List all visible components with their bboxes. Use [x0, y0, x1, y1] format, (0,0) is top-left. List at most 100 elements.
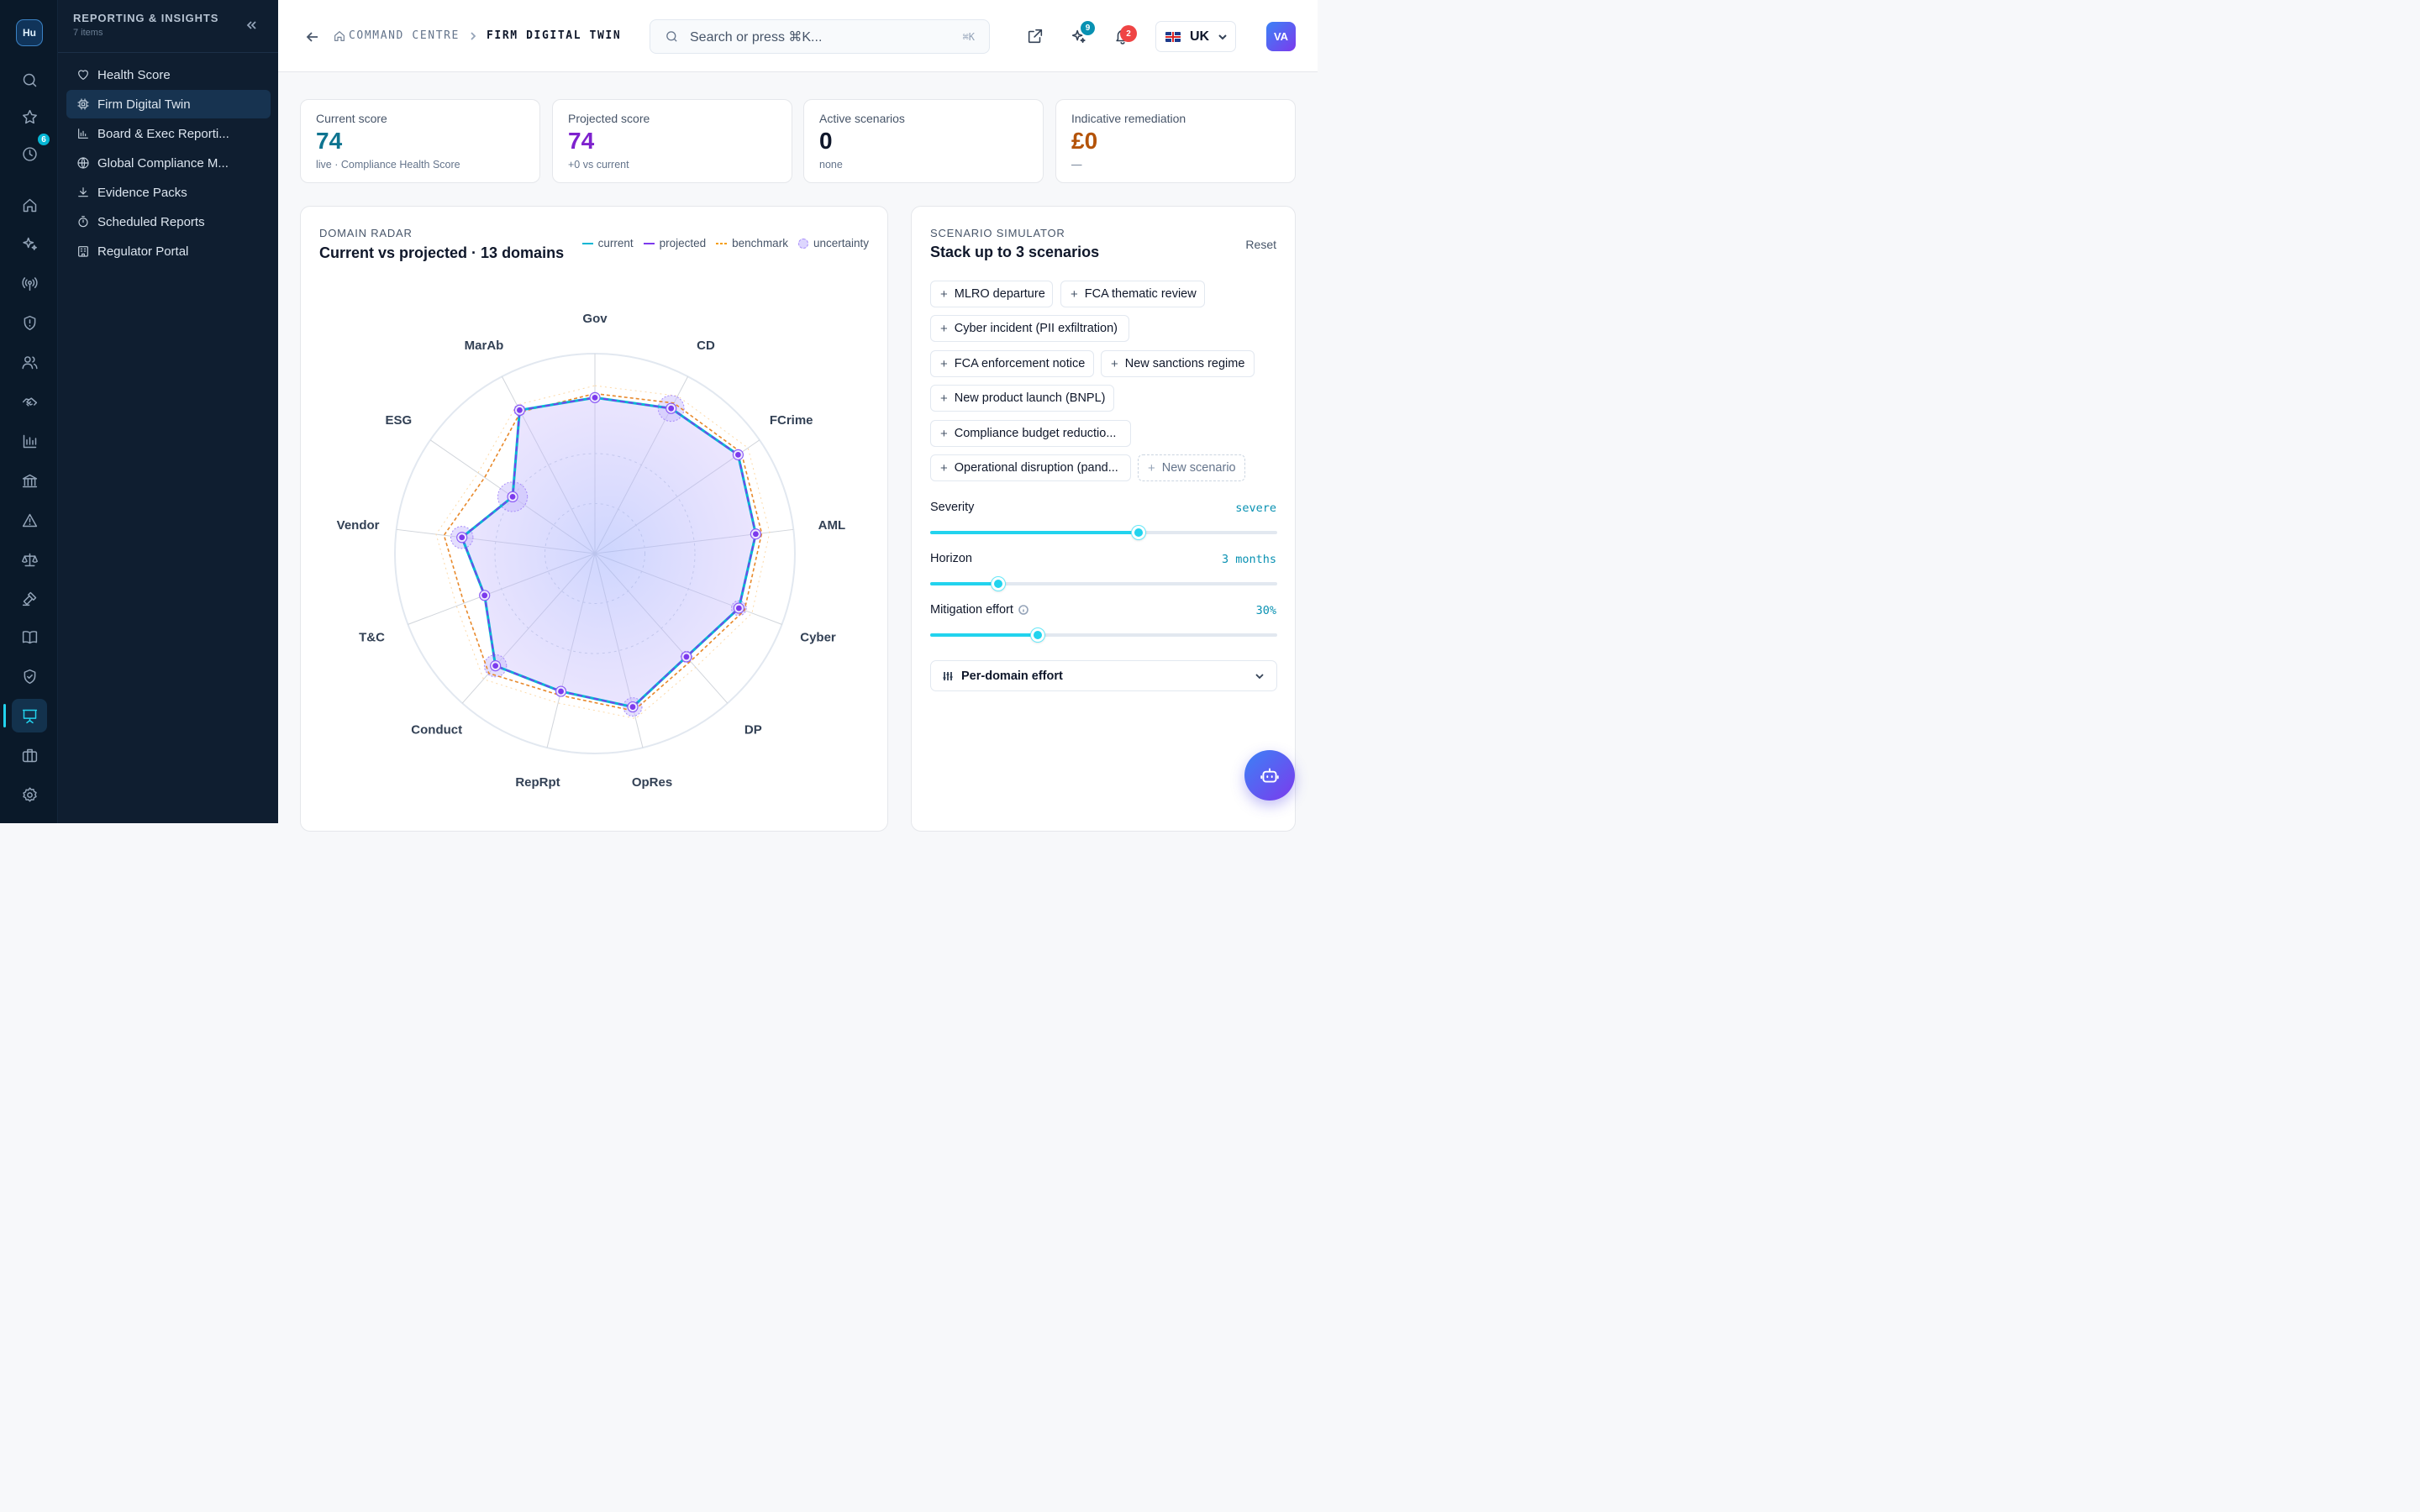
- clock-icon[interactable]: [15, 139, 44, 168]
- kpi-projected-score: Projected score 74 +0 vs current: [552, 99, 792, 183]
- sidebar-item-firm-digital-twin[interactable]: Firm Digital Twin: [66, 90, 271, 118]
- app-logo[interactable]: Hu: [16, 19, 43, 46]
- sidebar-header: REPORTING & INSIGHTS 7 items: [58, 0, 278, 53]
- new-scenario-button[interactable]: + New scenario: [1138, 454, 1245, 481]
- shield-check-icon[interactable]: [15, 662, 44, 690]
- assistant-bot-button[interactable]: [1244, 750, 1295, 801]
- notification-badge: 2: [1120, 25, 1137, 42]
- scenario-chip-fca-thematic-review[interactable]: + FCA thematic review: [1060, 281, 1205, 307]
- shield-alert-icon[interactable]: [15, 308, 44, 337]
- axis-label: Conduct: [411, 723, 462, 738]
- handshake-icon[interactable]: [15, 387, 44, 416]
- radar-legend: current projected benchmark uncertainty: [581, 237, 869, 249]
- star-icon[interactable]: [15, 102, 44, 131]
- per-domain-label: Per-domain effort: [961, 669, 1063, 683]
- sidebar-item-label: Evidence Packs: [97, 185, 187, 200]
- horizon-slider[interactable]: [930, 577, 1277, 591]
- region-value: UK: [1190, 29, 1210, 44]
- users-icon[interactable]: [15, 348, 44, 376]
- presentation-icon[interactable]: [12, 699, 47, 732]
- plus-icon: +: [940, 321, 948, 336]
- reset-button[interactable]: Reset: [1245, 238, 1276, 251]
- plus-icon: +: [940, 426, 948, 441]
- severity-slider[interactable]: [930, 526, 1277, 539]
- sidebar-item-evidence-packs[interactable]: Evidence Packs: [66, 178, 271, 207]
- sidebar-item-global-compliance[interactable]: Global Compliance M...: [66, 149, 271, 177]
- top-bar: COMMAND CENTRE FIRM DIGITAL TWIN Search …: [278, 0, 1318, 72]
- mitigation-slider-thumb[interactable]: [1031, 628, 1045, 642]
- back-arrow-icon[interactable]: [305, 29, 320, 45]
- search-bar[interactable]: Search or press ⌘K... ⌘K: [650, 19, 990, 54]
- data-point: [517, 407, 523, 413]
- search-placeholder: Search or press ⌘K...: [690, 29, 823, 45]
- scenario-chip-new-sanctions[interactable]: + New sanctions regime: [1101, 350, 1255, 377]
- slider-label-horizon: Horizon: [930, 552, 972, 565]
- axis-label: DP: [744, 723, 762, 738]
- axis-label: Gov: [582, 312, 608, 326]
- sidebar-item-health-score[interactable]: Health Score: [66, 60, 271, 89]
- axis-label: OpRes: [632, 775, 672, 790]
- book-icon[interactable]: [15, 622, 44, 651]
- scenario-chip-mlro-departure[interactable]: + MLRO departure: [930, 281, 1053, 307]
- plus-icon: +: [1148, 460, 1155, 475]
- scale-icon[interactable]: [15, 545, 44, 574]
- data-point: [735, 605, 742, 612]
- sparkles-icon[interactable]: [15, 229, 44, 258]
- bank-icon[interactable]: [15, 466, 44, 495]
- data-point: [592, 394, 598, 401]
- data-point: [492, 663, 499, 669]
- sidebar-title: REPORTING & INSIGHTS: [73, 12, 219, 24]
- scenario-chip-new-product-launch[interactable]: + New product launch (BNPL): [930, 385, 1114, 412]
- gavel-icon[interactable]: [15, 584, 44, 612]
- heart-icon: [78, 70, 88, 80]
- plus-icon: +: [1111, 356, 1118, 371]
- search-shortcut: ⌘K: [962, 30, 975, 43]
- kpi-label: Active scenarios: [819, 112, 905, 125]
- building-icon: [78, 246, 88, 257]
- search-icon[interactable]: [15, 66, 44, 94]
- chevron-down-icon: [1255, 673, 1264, 679]
- user-avatar[interactable]: VA: [1266, 22, 1296, 51]
- external-link-icon[interactable]: [1024, 25, 1046, 47]
- sidebar-item-board-exec-reporting[interactable]: Board & Exec Reporti...: [66, 119, 271, 148]
- icon-rail: Hu 6: [0, 0, 58, 823]
- kpi-label: Projected score: [568, 112, 650, 125]
- mitigation-slider[interactable]: [930, 628, 1277, 642]
- scenario-chip-budget-reduction[interactable]: + Compliance budget reductio...: [930, 420, 1131, 447]
- plus-icon: +: [940, 286, 948, 302]
- data-point: [509, 494, 516, 500]
- settings-icon[interactable]: [15, 780, 44, 809]
- info-icon[interactable]: [1018, 605, 1028, 615]
- briefcase-icon[interactable]: [15, 741, 44, 769]
- scenario-chip-operational-disruption[interactable]: + Operational disruption (pand...: [930, 454, 1131, 481]
- plus-icon: +: [940, 356, 948, 371]
- history-badge: 6: [36, 132, 51, 147]
- data-point: [459, 534, 466, 541]
- legend-current: current: [581, 237, 634, 249]
- kpi-indicative-remediation: Indicative remediation £0 —: [1055, 99, 1296, 183]
- sidebar-item-scheduled-reports[interactable]: Scheduled Reports: [66, 207, 271, 236]
- scenario-chip-fca-enforcement[interactable]: + FCA enforcement notice: [930, 350, 1094, 377]
- per-domain-effort-dropdown[interactable]: Per-domain effort: [930, 660, 1277, 691]
- region-select[interactable]: UK: [1155, 21, 1236, 52]
- home-icon[interactable]: [15, 191, 44, 219]
- radar-eyebrow: DOMAIN RADAR: [319, 227, 413, 239]
- collapse-sidebar-icon[interactable]: [245, 18, 258, 32]
- legend-uncertainty: uncertainty: [797, 237, 869, 249]
- ai-sparkle-icon[interactable]: [1068, 25, 1090, 47]
- download-icon: [78, 187, 88, 197]
- slider-label-mitigation: Mitigation effort: [930, 603, 1028, 617]
- plus-icon: +: [940, 391, 948, 406]
- warning-icon[interactable]: [15, 506, 44, 534]
- chart-icon[interactable]: [15, 427, 44, 455]
- axis-label: ESG: [385, 413, 412, 428]
- sidebar-item-regulator-portal[interactable]: Regulator Portal: [66, 237, 271, 265]
- severity-slider-thumb[interactable]: [1131, 526, 1145, 539]
- home-crumb-icon[interactable]: [333, 29, 346, 43]
- search-icon: [666, 31, 677, 42]
- breadcrumb-root[interactable]: COMMAND CENTRE: [349, 29, 460, 42]
- scenario-chip-cyber-incident[interactable]: + Cyber incident (PII exfiltration): [930, 315, 1129, 342]
- radar-chart: Gov CD FCrime AML Cyber DP OpRes RepRpt Conduct T…: [337, 312, 845, 790]
- radar-icon[interactable]: [15, 269, 44, 297]
- horizon-slider-thumb[interactable]: [991, 577, 1005, 591]
